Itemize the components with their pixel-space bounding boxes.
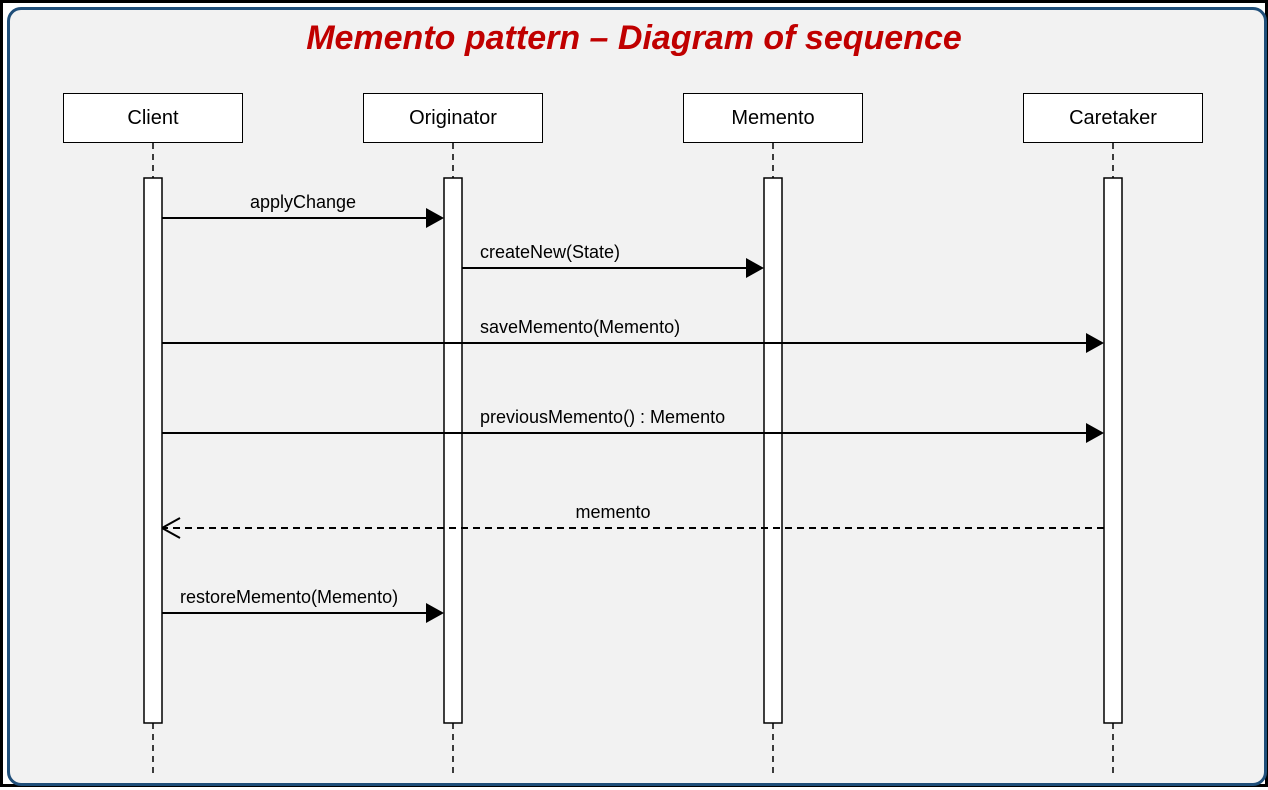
message-label-1: createNew(State) [480,242,620,263]
message-label-4: memento [575,502,650,523]
participant-label: Memento [731,107,814,130]
participant-label: Originator [409,107,497,130]
participant-client: Client [63,93,243,143]
participant-label: Client [127,107,178,130]
message-label-2: saveMemento(Memento) [480,317,680,338]
message-label-0: applyChange [250,192,356,213]
activation-memento [764,178,782,723]
activation-originator [444,178,462,723]
activation-client [144,178,162,723]
message-label-3: previousMemento() : Memento [480,407,725,428]
activation-caretaker [1104,178,1122,723]
message-label-5: restoreMemento(Memento) [180,587,398,608]
diagram-frame: Memento pattern – Diagram of sequenceCli… [0,0,1268,787]
participant-caretaker: Caretaker [1023,93,1203,143]
participant-memento: Memento [683,93,863,143]
participant-label: Caretaker [1069,107,1157,130]
participant-originator: Originator [363,93,543,143]
